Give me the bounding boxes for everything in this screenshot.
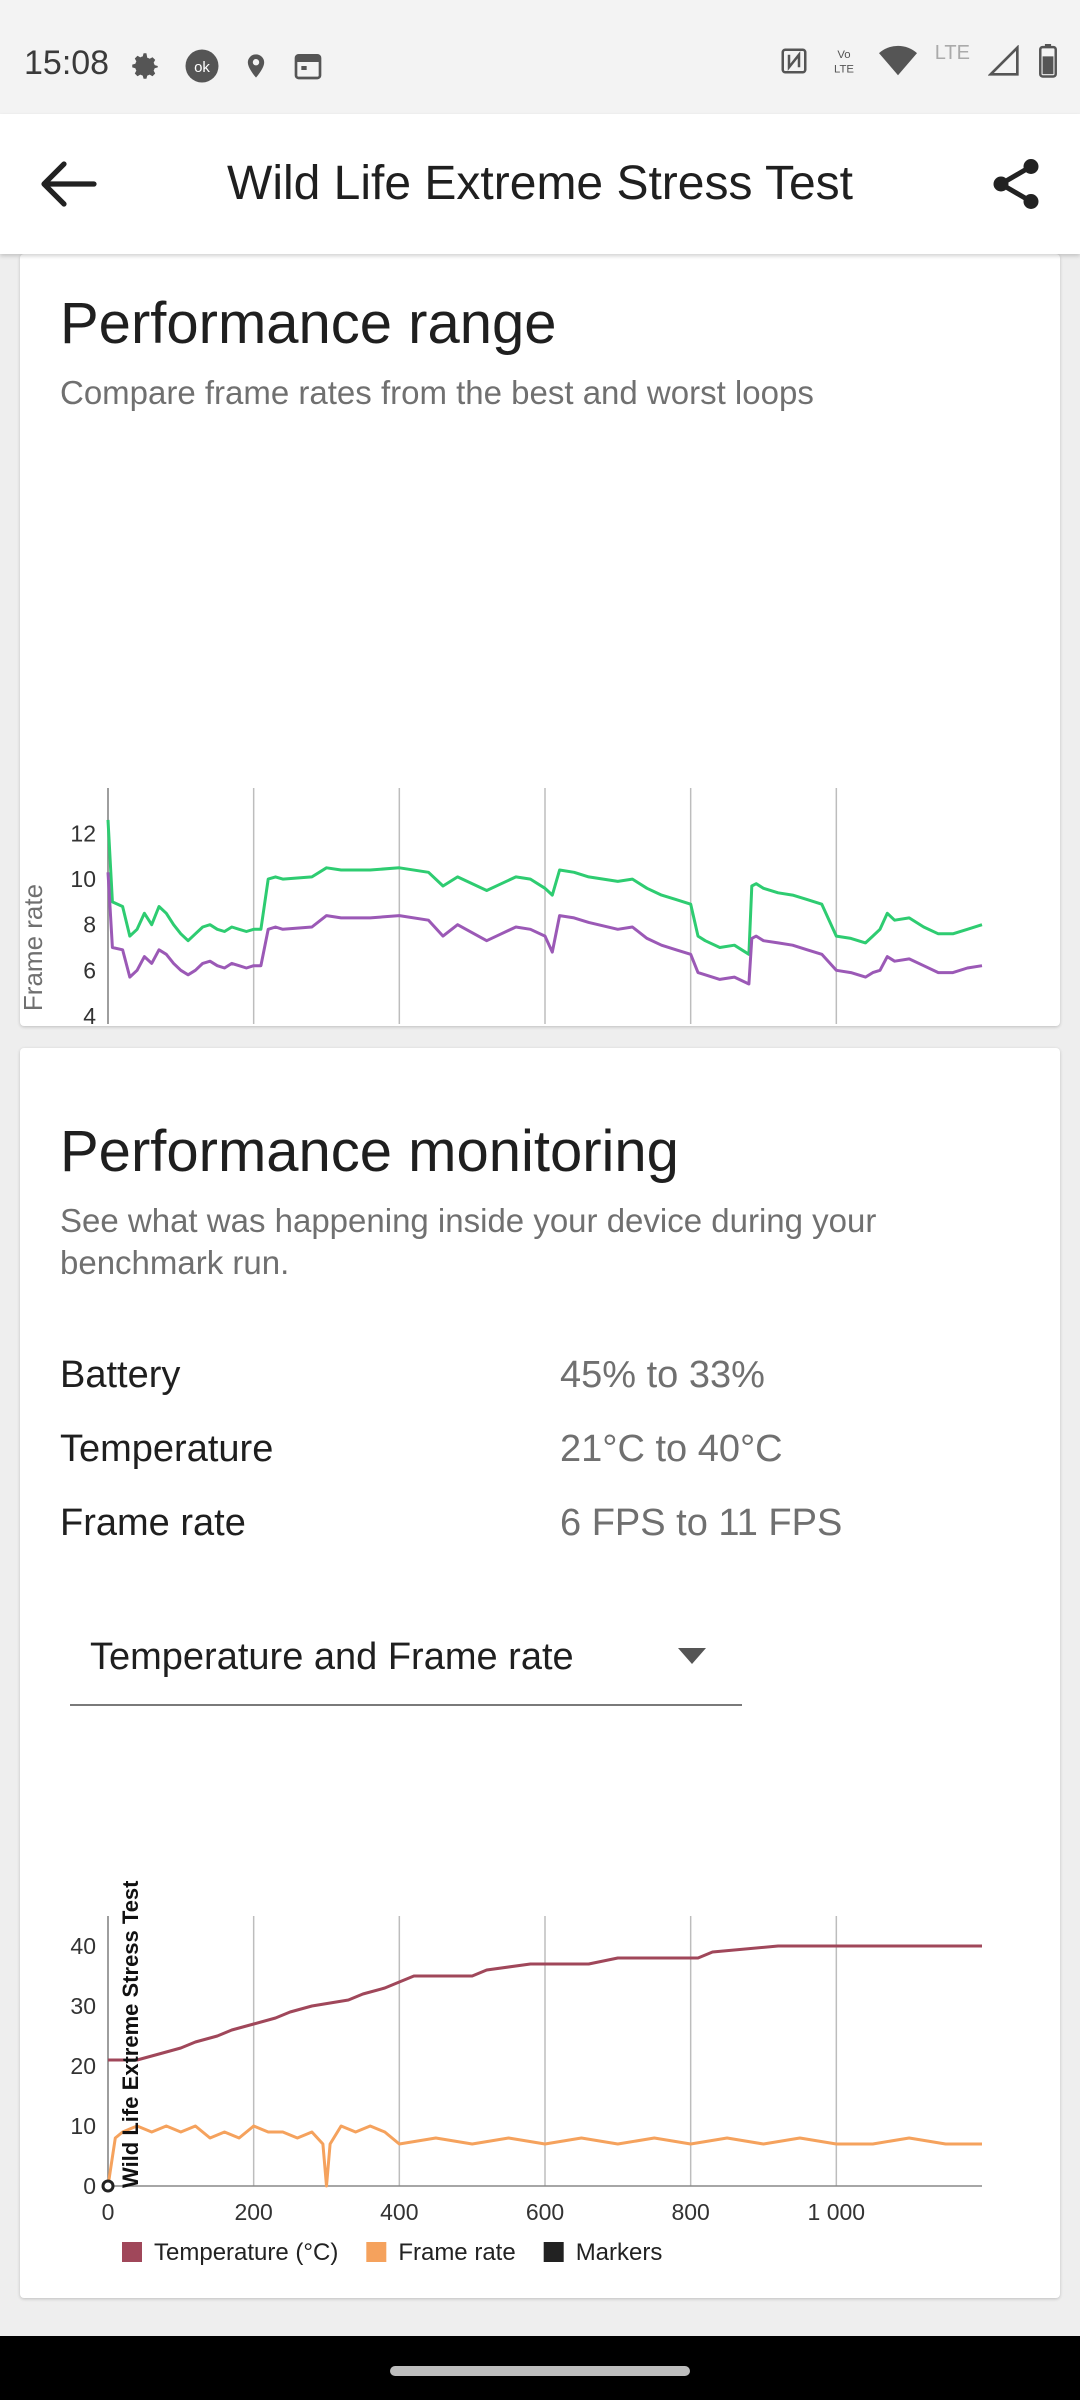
x-tick-label: 0 [102, 2199, 115, 2225]
status-time: 15:08 [24, 44, 110, 82]
x-tick-label: 200 [234, 2199, 272, 2225]
home-gesture-pill[interactable] [390, 2366, 690, 2376]
y-tick-label: 10 [70, 2113, 96, 2139]
chart-title: Wild Life Extreme Stress Test [118, 1880, 143, 2188]
performance-monitoring-title: Performance monitoring [60, 1119, 679, 1184]
status-bar: 15:08 ok Vo LTE LTE [0, 0, 1080, 114]
back-button[interactable] [36, 158, 100, 210]
cell-signal-icon [987, 44, 1020, 82]
svg-text:LTE: LTE [834, 63, 854, 75]
stat-label: Battery [60, 1354, 181, 1396]
legend-swatch [366, 2242, 387, 2262]
legend-label: Temperature (°C) [154, 2239, 338, 2266]
stat-value: 6 FPS to 11 FPS [560, 1502, 843, 1544]
volte-icon: Vo LTE [827, 44, 861, 83]
series-line-0 [108, 1944, 982, 2062]
y-tick-label: 12 [70, 821, 96, 847]
performance-monitoring-card: Performance monitoring See what was happ… [20, 1048, 1060, 2298]
status-icons-left: ok [128, 48, 324, 89]
caret-down-icon [678, 1648, 706, 1669]
series-line-1 [106, 872, 983, 986]
y-tick-label: 4 [83, 1003, 96, 1024]
y-tick-label: 30 [70, 1993, 96, 2019]
y-axis-label: Frame rate [20, 884, 48, 1011]
series-line-0 [106, 819, 983, 956]
ok-app-icon: ok [184, 48, 220, 89]
calendar-icon [292, 50, 324, 87]
stat-value: 45% to 33% [560, 1354, 765, 1396]
location-icon [242, 49, 270, 88]
battery-icon [1038, 44, 1058, 83]
y-tick-label: 10 [70, 866, 96, 892]
stat-label: Frame rate [60, 1502, 246, 1544]
legend-swatch [543, 2242, 564, 2262]
nfc-icon [779, 46, 809, 81]
frame-rate-chart: 01020304050024681012Frame rateLoop 2Loop… [20, 788, 983, 1024]
share-icon [993, 159, 1039, 209]
status-icons-right: Vo LTE LTE [779, 42, 1058, 83]
svg-text:ok: ok [194, 59, 210, 76]
share-button[interactable] [986, 154, 1046, 214]
y-tick-label: 8 [83, 912, 96, 938]
settings-icon [128, 49, 162, 88]
performance-range-title: Performance range [60, 291, 557, 356]
x-tick-label: 400 [380, 2199, 418, 2225]
x-tick-label: 1 000 [808, 2199, 866, 2225]
lte-label: LTE [934, 42, 970, 64]
dropdown-selected-value: Temperature and Frame rate [90, 1636, 574, 1678]
wifi-icon [878, 45, 917, 82]
performance-range-subtitle: Compare frame rates from the best and wo… [60, 374, 814, 411]
y-tick-label: 40 [70, 1933, 96, 1959]
performance-range-card: Performance range Compare frame rates fr… [20, 254, 1060, 1026]
y-tick-label: 0 [83, 2173, 96, 2199]
marker-point [101, 2179, 115, 2193]
stat-label: Temperature [60, 1428, 274, 1470]
svg-text:Vo: Vo [837, 49, 850, 61]
stat-value: 21°C to 40°C [560, 1428, 783, 1470]
page-title: Wild Life Extreme Stress Test [227, 157, 853, 210]
x-tick-label: 800 [671, 2199, 709, 2225]
x-tick-label: 600 [526, 2199, 564, 2225]
chart-type-dropdown[interactable]: Temperature and Frame rate [70, 1612, 742, 1706]
performance-monitoring-subtitle: See what was happening inside your devic… [60, 1202, 877, 1281]
arrow-left-icon [41, 161, 97, 207]
legend-swatch [122, 2242, 142, 2262]
series-line-1 [106, 2124, 982, 2188]
y-tick-label: 20 [70, 2053, 96, 2079]
legend-label: Markers [576, 2239, 663, 2266]
temperature-framerate-chart: 0 200 400 600 800 1 000 0 10 20 30 40 Wild Life Ext… [70, 1880, 982, 2266]
legend-label: Frame rate [398, 2239, 515, 2266]
app-bar: Wild Life Extreme Stress Test [0, 114, 1080, 254]
y-tick-label: 6 [83, 957, 96, 983]
